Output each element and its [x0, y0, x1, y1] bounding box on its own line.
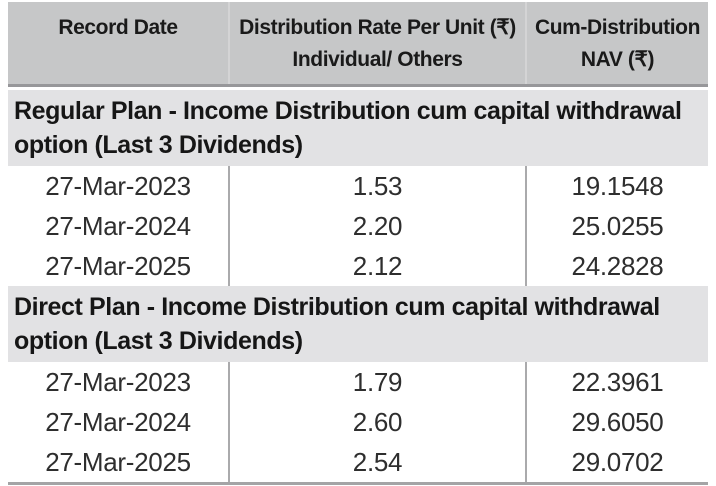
table-row: 27-Mar-2025 2.54 29.0702	[8, 442, 708, 482]
cum-distribution-header-line2: NAV (₹)	[580, 48, 655, 71]
cum-distribution-nav-cell: 25.0255	[525, 206, 708, 246]
record-date-cell: 27-Mar-2023	[45, 170, 191, 201]
cum-distribution-nav-cell: 22.3961	[525, 362, 708, 402]
cum-distribution-header-line1: Cum-Distribution	[534, 16, 701, 39]
distribution-rate-cell: 2.60	[228, 402, 525, 442]
table-row: 27-Mar-2023 1.53 19.1548	[8, 166, 708, 206]
cum-distribution-nav-cell: 19.1548	[525, 166, 708, 206]
distribution-rate-cell: 2.54	[228, 442, 525, 482]
distribution-rate-cell: 2.20	[228, 206, 525, 246]
record-date-cell: 27-Mar-2025	[45, 250, 191, 281]
table-row: 27-Mar-2024 2.20 25.0255	[8, 206, 708, 246]
record-date-cell: 27-Mar-2023	[45, 366, 191, 397]
record-date-cell: 27-Mar-2024	[45, 406, 191, 437]
header-divider-line	[8, 84, 708, 87]
distribution-rate-cell: 1.53	[228, 166, 525, 206]
section-title-direct-plan: Direct Plan - Income Distribution cum ca…	[8, 286, 708, 362]
header-gap	[8, 87, 708, 90]
table-bottom-border	[8, 482, 708, 485]
record-date-cell: 27-Mar-2025	[45, 446, 191, 477]
table: Record Date Distribution Rate Per Unit (…	[8, 2, 708, 485]
distribution-rate-header-line2: Individual/ Others	[292, 48, 463, 71]
table-row: 27-Mar-2023 1.79 22.3961	[8, 362, 708, 402]
table-row: 27-Mar-2024 2.60 29.6050	[8, 402, 708, 442]
distribution-rate-cell: 2.12	[228, 246, 525, 286]
cum-distribution-nav-cell: 29.6050	[525, 402, 708, 442]
table-header-row: Record Date Distribution Rate Per Unit (…	[8, 2, 708, 84]
table-row: 27-Mar-2025 2.12 24.2828	[8, 246, 708, 286]
cum-distribution-nav-cell: 29.0702	[525, 442, 708, 482]
record-date-cell: 27-Mar-2024	[45, 210, 191, 241]
column-header-cum-distribution-nav: Cum-Distribution NAV (₹)	[525, 2, 708, 84]
distribution-rate-header-line1: Distribution Rate Per Unit (₹)	[239, 16, 516, 39]
section-title-regular-plan: Regular Plan - Income Distribution cum c…	[8, 90, 708, 166]
record-date-header-label: Record Date	[58, 16, 178, 39]
column-header-record-date: Record Date	[8, 2, 228, 84]
cum-distribution-nav-cell: 24.2828	[525, 246, 708, 286]
column-header-distribution-rate: Distribution Rate Per Unit (₹) Individua…	[228, 2, 525, 84]
distribution-rate-cell: 1.79	[228, 362, 525, 402]
